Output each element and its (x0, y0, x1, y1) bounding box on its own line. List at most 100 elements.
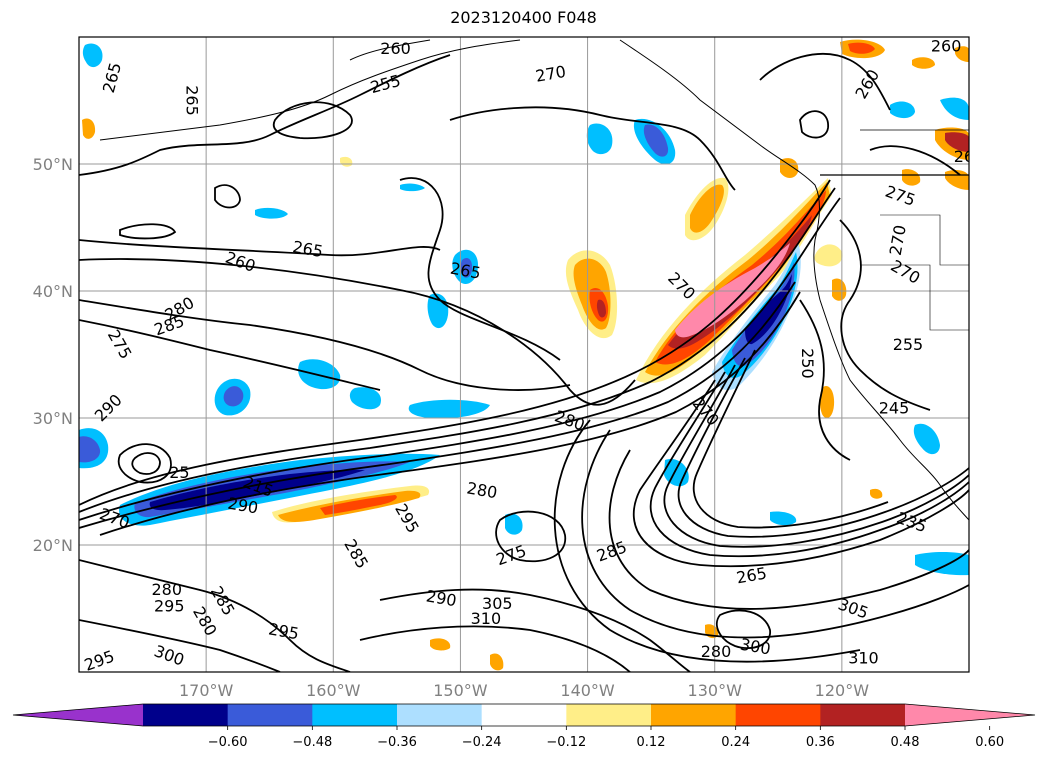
colorbar-tick-label: −0.60 (208, 735, 248, 750)
colorbar-tick-label: −0.24 (462, 735, 502, 750)
contour-label: 290 (425, 586, 458, 610)
contour-label: 295 (267, 619, 300, 643)
field-patch-positive-22 (832, 278, 847, 301)
colorbar-segment (312, 704, 398, 726)
field-patch-negative-18 (586, 123, 613, 155)
contour-label: 285 (340, 536, 372, 572)
map-title: 2023120400 F048 (450, 8, 597, 27)
map-frame (78, 36, 970, 673)
field-patch-negative-24 (770, 511, 797, 526)
contour-label: 290 (91, 390, 126, 425)
contour-label: 270 (886, 224, 910, 257)
contour-label: 300 (739, 635, 772, 659)
contour-label: 280 (701, 642, 732, 661)
field-patch-negative-22 (505, 513, 523, 535)
contour-label: 265 (449, 259, 482, 283)
contour-label: 290 (226, 494, 259, 518)
colorbar-segment (227, 704, 313, 726)
contour-line (799, 299, 851, 461)
contour-line (649, 371, 969, 558)
contour-line (692, 349, 889, 529)
longitude-tick-label: 170°W (179, 681, 234, 700)
longitude-tick-label: 120°W (815, 681, 870, 700)
contour-line (677, 357, 969, 538)
contour-line (214, 184, 241, 209)
colorbar-segment (397, 704, 483, 726)
contour-line (79, 179, 831, 506)
field-patch-positive-18 (945, 132, 969, 152)
contour-line (553, 419, 861, 663)
contour-line (79, 299, 571, 391)
border-line (860, 264, 969, 331)
contour-line (399, 177, 561, 361)
contour-label: 310 (848, 649, 879, 668)
contour-line (79, 619, 281, 672)
latitude-tick-label: 20°N (33, 536, 73, 555)
contour-label: 265 (99, 60, 125, 94)
contour-label: 300 (152, 641, 187, 669)
field-patch-negative-29 (890, 101, 915, 119)
field-patch-positive-29 (490, 653, 504, 671)
contour-line (663, 364, 969, 548)
field-patch-positive-20 (912, 57, 935, 69)
contour-label: 260 (380, 39, 411, 58)
contour-label: 285 (594, 537, 629, 565)
contour-line (379, 588, 691, 672)
colorbar-tick-label: 0.36 (806, 735, 835, 750)
contour-line (79, 319, 381, 391)
colorbar-extend-low (13, 704, 143, 726)
contour-label: 260 (851, 66, 883, 102)
contour-label: 265 (183, 85, 202, 116)
contour-line (495, 510, 566, 563)
field-patch-positive-16 (848, 42, 875, 54)
field-patch-negative-21 (82, 43, 103, 68)
contour-label: 255 (893, 335, 924, 354)
colorbar-segment (820, 704, 906, 726)
field-patch-positive-14 (690, 184, 724, 233)
field-patch-positive-21 (814, 244, 843, 267)
coastline (99, 39, 521, 141)
colorbar-tick-label: −0.12 (546, 735, 586, 750)
coastline (819, 299, 969, 521)
longitude-tick-label: 140°W (560, 681, 615, 700)
contour-label: 270 (534, 62, 567, 86)
contour-layer (79, 53, 969, 672)
contour-line (633, 379, 969, 568)
field-patch-negative-9 (79, 436, 101, 463)
longitude-tick-label: 150°W (433, 681, 488, 700)
colorbar-tick-label: 0.48 (891, 735, 920, 750)
field-patch-negative-7 (149, 469, 365, 511)
colorbar-tick-label: 0.60 (975, 735, 1004, 750)
contour-label: 26 (954, 147, 974, 166)
gridlines (79, 37, 969, 672)
colorbar-tick-label: 0.12 (637, 735, 666, 750)
field-patch-negative-25 (915, 551, 969, 576)
field-patch-positive-31 (340, 156, 353, 167)
colorbar-tick-label: −0.36 (377, 735, 417, 750)
field-patch-negative-14 (408, 399, 490, 419)
contour-label: 280 (151, 580, 182, 599)
field-patch-negative-20 (643, 124, 669, 157)
contour-label: 265 (291, 237, 324, 261)
contour-line (449, 106, 736, 191)
field-patch-positive-28 (430, 638, 451, 651)
contour-line (272, 101, 353, 140)
contour-line (608, 449, 969, 610)
longitude-tick-label: 160°W (306, 681, 361, 700)
contour-label: 280 (189, 603, 221, 639)
contour-label: 295 (391, 500, 423, 536)
contour-label: 260 (931, 36, 962, 55)
contour-label: 305 (482, 594, 513, 613)
contour-label: 270 (664, 268, 699, 303)
contour-label: 265 (735, 563, 768, 587)
contour-label: 250 (798, 348, 817, 379)
colorbar-outline (12, 703, 1036, 727)
contour-label: 275 (883, 182, 918, 210)
contour-label: 295 (154, 596, 185, 615)
contour-line (119, 223, 177, 240)
contour-line (131, 452, 161, 475)
contour-label: 255 (368, 71, 402, 97)
colorbar-tick-label: 0.24 (721, 735, 750, 750)
field-patch-negative-12 (298, 359, 341, 390)
contour-line (79, 187, 836, 513)
